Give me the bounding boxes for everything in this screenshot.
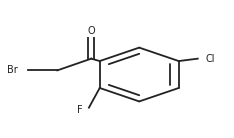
Text: Br: Br	[7, 65, 18, 75]
Text: F: F	[77, 105, 83, 115]
Text: Cl: Cl	[206, 54, 216, 64]
Text: O: O	[88, 26, 95, 36]
